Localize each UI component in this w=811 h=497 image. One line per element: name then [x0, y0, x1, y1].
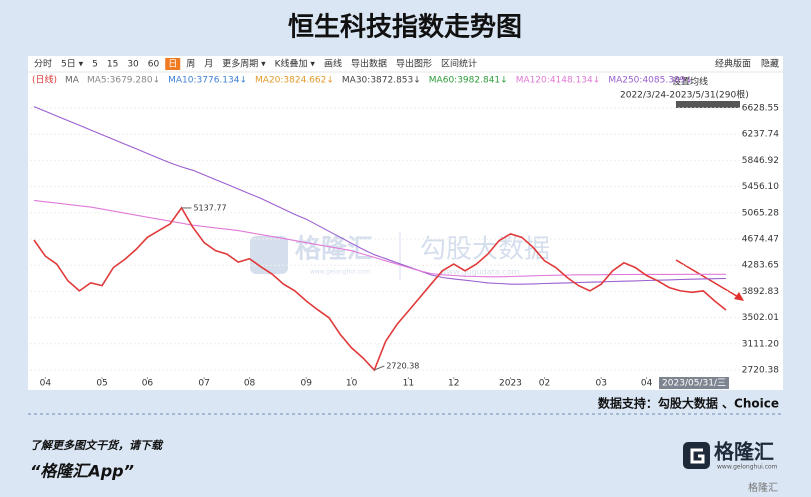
watermark-url: www.gelonghui.com — [310, 269, 371, 276]
footer-app: “格隆汇App” — [30, 462, 134, 481]
x-tick-label: 03 — [595, 379, 606, 389]
toolbar-item[interactable]: 5日 ▾ — [61, 59, 84, 70]
y-tick-label: 5456.10 — [742, 182, 779, 192]
x-tick-label: 2023 — [499, 379, 522, 389]
watermark-icon — [250, 236, 288, 274]
series-line — [33, 206, 727, 372]
x-tick-label: 05 — [96, 379, 107, 389]
toolbar-item[interactable]: 导出图形 — [396, 58, 432, 70]
watermark-text-2: 勾股大数据 — [420, 235, 550, 265]
logo-url: www.gelonghui.com — [717, 464, 778, 471]
x-tick-label: 10 — [346, 379, 358, 389]
value-label-leader — [374, 365, 385, 371]
legend-entry: MA5:3679.280↓ — [87, 76, 160, 86]
toolbar-right-item[interactable]: 隐藏 — [761, 58, 779, 70]
toolbar-item[interactable]: K线叠加 ▾ — [275, 58, 316, 70]
x-tick-label: 07 — [198, 379, 209, 389]
y-tick-label: 4674.47 — [742, 235, 779, 245]
x-tick-label: 02 — [539, 379, 550, 389]
toolbar-item[interactable]: 周 — [186, 59, 195, 70]
legend-entry: MA10:3776.134↓ — [168, 76, 247, 86]
series-line — [33, 199, 726, 278]
page-title: 恒生科技指数走势图 — [288, 13, 522, 43]
x-tick-label: 04 — [40, 379, 52, 389]
toolbar-item[interactable]: 30 — [127, 60, 139, 70]
toolbar-item[interactable]: 画线 — [324, 58, 342, 70]
toolbar-item[interactable]: 区间统计 — [441, 58, 477, 70]
toolbar-item[interactable]: 15 — [107, 60, 118, 70]
y-tick-label: 6628.55 — [742, 104, 779, 114]
y-tick-label: 3111.20 — [742, 339, 779, 349]
y-tick-label: 3892.83 — [742, 287, 779, 297]
watermark-url-2: www.gugudata.com — [440, 268, 520, 277]
legend-entry: (日线) — [32, 74, 57, 86]
x-tick-label: 06 — [142, 379, 154, 389]
series-line — [33, 106, 727, 285]
source: 数据支持：勾股大数据 、Choice — [598, 396, 779, 411]
toolbar-item[interactable]: 月 — [204, 59, 213, 70]
logo-icon — [683, 442, 710, 469]
legend-entry: MA — [65, 76, 80, 86]
chart-panel — [28, 56, 783, 390]
y-tick-label: 5065.28 — [742, 208, 779, 218]
date-box-label: 2023/05/31/三 — [662, 379, 726, 389]
y-tick-label: 4283.65 — [742, 261, 779, 271]
toolbar-selected — [165, 58, 181, 70]
toolbar-item[interactable]: 导出数据 — [351, 58, 387, 70]
toolbar-item[interactable]: 60 — [148, 60, 160, 70]
trend-arrow-head — [734, 292, 744, 301]
toolbar-item[interactable]: 日 — [168, 59, 177, 70]
range-control[interactable] — [676, 101, 740, 108]
legend-entry: MA20:3824.662↓ — [255, 76, 334, 86]
corner-mark: 格隆汇 — [748, 481, 778, 494]
toolbar-right-item[interactable]: 经典版面 — [715, 58, 751, 70]
x-tick-label: 12 — [448, 379, 459, 389]
x-tick-label: 11 — [403, 379, 414, 389]
date-box — [659, 377, 729, 389]
y-tick-label: 5846.92 — [742, 156, 779, 166]
x-tick-label: 08 — [244, 379, 256, 389]
y-tick-label: 3502.01 — [742, 313, 779, 323]
range-label: 2022/3/24-2023/5/31(290根) — [620, 89, 749, 101]
logo-text: 格隆汇 — [714, 440, 774, 464]
footer-note: 了解更多图文干货，请下载 — [30, 439, 164, 452]
x-tick-label: 09 — [301, 379, 313, 389]
value-label: 2720.38 — [386, 362, 419, 371]
y-tick-label: 6237.74 — [742, 130, 779, 140]
y-tick-label: 2720.38 — [742, 366, 779, 376]
toolbar-item[interactable]: 分时 — [34, 58, 52, 70]
x-tick-label: 04 — [641, 379, 653, 389]
ma-setting: 设置均线 — [672, 76, 708, 88]
legend-entry: MA120:4148.134↓ — [516, 76, 601, 86]
watermark: 格隆汇 www.gelonghui.com 勾股大数据 www.gugudata… — [250, 232, 550, 280]
value-label: 5137.77 — [193, 203, 226, 212]
toolbar-item[interactable]: 更多周期 ▾ — [222, 58, 266, 70]
toolbar-item[interactable]: 5 — [92, 60, 98, 70]
legend-entry: MA30:3872.853↓ — [342, 76, 421, 86]
legend-entry: MA60:3982.841↓ — [429, 76, 508, 86]
legend-entry: MA250:4085.389↓ — [608, 76, 693, 86]
logo-glyph — [690, 448, 705, 464]
